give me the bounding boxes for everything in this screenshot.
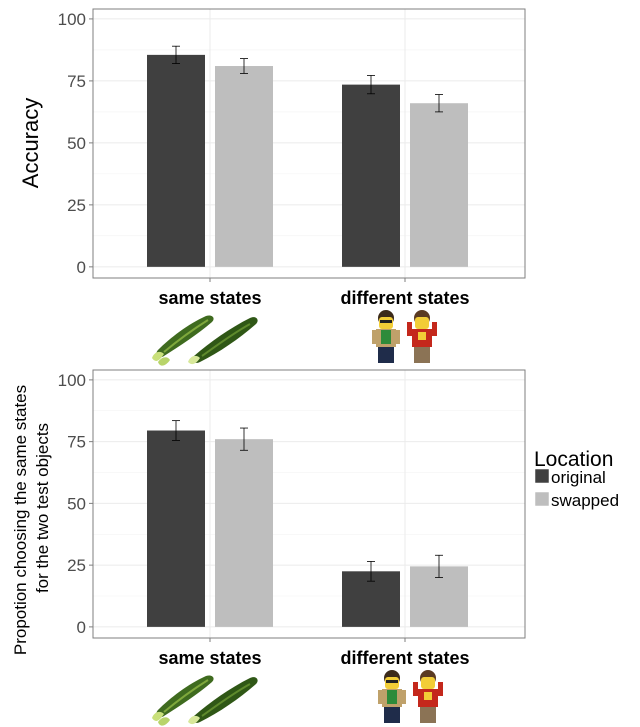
panel-1-x-ticks: same states different states — [158, 278, 470, 308]
bar-original — [147, 430, 205, 627]
panel-2-y-ticks: 0 25 50 75 100 — [58, 371, 93, 637]
y-tick-label: 0 — [77, 618, 86, 637]
y-tick-label: 75 — [67, 433, 86, 452]
panel-1-errorbars — [172, 45, 443, 113]
legend: Location original swapped — [534, 448, 619, 510]
lego-figures-icon — [378, 670, 443, 723]
y-tick-label: 0 — [77, 258, 86, 277]
lego-figures-icon — [372, 310, 437, 363]
y-tick-label: 75 — [67, 72, 86, 91]
panel-2-frame — [92, 369, 526, 639]
y-tick-label: 100 — [58, 10, 86, 29]
legend-swatch-swapped — [534, 491, 550, 507]
bar-swapped — [215, 66, 273, 267]
y-tick-label: 100 — [58, 371, 86, 390]
x-tick-label: same states — [158, 288, 261, 308]
panel-2-errorbars — [172, 420, 443, 582]
y-tick-label: 50 — [67, 134, 86, 153]
panel-2-bars — [147, 430, 468, 627]
panel-1-y-ticks: 0 25 50 75 100 — [58, 10, 93, 277]
panel-accuracy: 0 25 50 75 100 same states different states A… — [18, 8, 526, 308]
y-tick-label: 50 — [67, 494, 86, 513]
bar-original — [147, 54, 205, 267]
panel-1-bars — [147, 54, 468, 267]
y-tick-label: 25 — [67, 556, 86, 575]
panel-1-frame — [92, 8, 526, 279]
y-axis-label-1: Accuracy — [18, 98, 43, 188]
panel-proportion: 0 25 50 75 100 same states different states P… — [11, 369, 526, 668]
legend-title: Location — [534, 448, 613, 471]
legend-swatch-original — [534, 468, 550, 484]
y-axis-label-2-line-1: Propotion choosing the same states — [11, 385, 30, 655]
y-axis-label-2-line-2: for the two test objects — [33, 423, 52, 593]
y-tick-label: 25 — [67, 196, 86, 215]
bar-original — [342, 84, 400, 267]
legend-label-swapped: swapped — [551, 491, 619, 510]
cucumber-icon — [151, 314, 259, 367]
x-tick-label: different states — [340, 288, 469, 308]
bar-swapped — [410, 103, 468, 267]
x-tick-label: same states — [158, 648, 261, 668]
legend-label-original: original — [551, 468, 606, 487]
x-tick-label: different states — [340, 648, 469, 668]
panel-2-x-ticks: same states different states — [158, 638, 470, 668]
cucumber-icon — [151, 674, 259, 727]
bar-swapped — [215, 439, 273, 627]
